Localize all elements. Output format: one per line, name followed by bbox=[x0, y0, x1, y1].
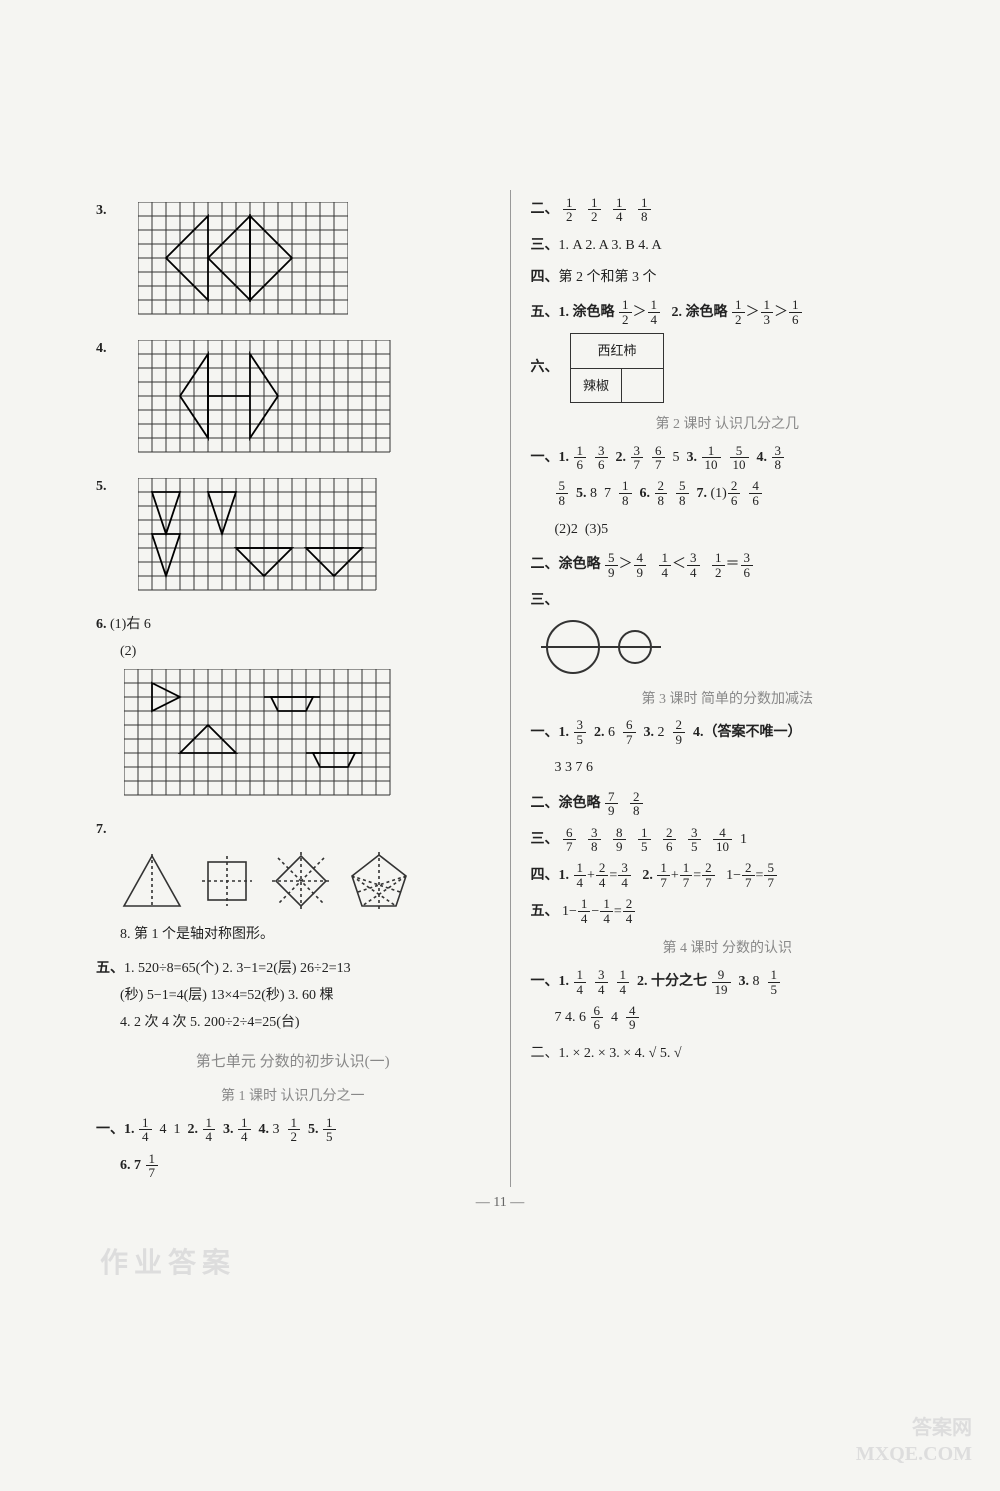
l3-two: 二、涂色略 79 28 bbox=[531, 789, 925, 820]
l2-three: 三、 bbox=[531, 586, 925, 677]
watermark-br: 答案网MXQE.COM bbox=[856, 1415, 972, 1467]
r-four: 四、第 2 个和第 3 个 bbox=[531, 263, 925, 292]
r-two: 二、 12 12 14 18 bbox=[531, 195, 925, 226]
column-divider bbox=[510, 190, 511, 1187]
l3-one: 一、1. 35 2. 6 67 3. 2 29 4.（答案不唯一） bbox=[531, 718, 925, 749]
lesson3-title: 第 3 课时 简单的分数加减法 bbox=[531, 688, 925, 708]
q4-label: 4. bbox=[96, 341, 107, 356]
l2-two: 二、涂色略 59＞49 14＜34 12＝36 bbox=[531, 550, 925, 581]
lesson1-title: 第 1 课时 认识几分之一 bbox=[96, 1085, 490, 1105]
q3-label: 3. bbox=[96, 203, 107, 218]
l2-one-b: 58 5. 8 7 18 6. 28 58 7. (1)26 46 bbox=[555, 479, 925, 510]
section-five: 五、1. 520÷8=65(个) 2. 3−1=2(层) 26÷2=13 (秒)… bbox=[96, 956, 490, 1036]
q3: 3. bbox=[96, 198, 490, 328]
circles-icon bbox=[531, 616, 681, 678]
grid-3 bbox=[138, 202, 348, 318]
unit7-title: 第七单元 分数的初步认识(一) bbox=[96, 1050, 490, 1071]
grid-5 bbox=[138, 478, 378, 594]
q8: 8. 第 1 个是轴对称图形。 bbox=[120, 922, 490, 949]
page-number: — 11 — bbox=[0, 1195, 1000, 1211]
l1-one: 一、1. 14 4 1 2. 14 3. 14 4. 3 12 5. 15 bbox=[96, 1115, 490, 1146]
r-three: 三、1. A 2. A 3. B 4. A bbox=[531, 231, 925, 260]
q7-label: 7. bbox=[96, 822, 107, 837]
l1-one-label: 一、 bbox=[96, 1122, 124, 1137]
symmetry-shapes bbox=[120, 850, 490, 912]
q5: 5. bbox=[96, 474, 490, 604]
l2-one-c: (2)2 (3)5 bbox=[555, 515, 925, 546]
l4-two: 二、1. × 2. × 3. × 4. √ 5. √ bbox=[531, 1039, 925, 1068]
watermark-bl: 作业答案 bbox=[100, 1241, 236, 1281]
left-column: 3. 4. 5. 6. (1)右 6 (2) bbox=[80, 190, 506, 1187]
triangle-icon bbox=[120, 852, 184, 910]
q4: 4. bbox=[96, 336, 490, 466]
q7: 7. bbox=[96, 817, 490, 912]
square-icon bbox=[198, 852, 256, 910]
tomato-cell: 西红柿 bbox=[571, 334, 664, 368]
five-1b: (秒) 5−1=4(层) 13×4=52(秒) 3. 60 棵 bbox=[120, 983, 490, 1010]
l2-one: 一、1. 16 36 2. 37 67 5 3. 110 510 4. 38 bbox=[531, 443, 925, 474]
q6-1: (1)右 6 bbox=[110, 617, 151, 632]
l1-six: 6. 7 17 bbox=[120, 1151, 490, 1182]
l4-one-2: 7 4. 6 66 4 49 bbox=[555, 1003, 925, 1034]
q5-label: 5. bbox=[96, 479, 107, 494]
page: 3. 4. 5. 6. (1)右 6 (2) bbox=[0, 0, 1000, 1247]
l3-five: 五、 1−14−14=24 bbox=[531, 897, 925, 928]
diamond-icon bbox=[270, 850, 332, 912]
right-column: 二、 12 12 14 18 三、1. A 2. A 3. B 4. A 四、第… bbox=[515, 190, 941, 1187]
q6-2-label: (2) bbox=[120, 639, 490, 666]
lesson4-title: 第 4 课时 分数的认识 bbox=[531, 937, 925, 957]
l4-one: 一、1. 14 34 14 2. 十分之七 919 3. 8 15 bbox=[531, 967, 925, 998]
five-4: 4. 2 次 4 次 5. 200÷2÷4=25(台) bbox=[120, 1010, 490, 1037]
pentagon-icon bbox=[346, 850, 412, 912]
pepper-cell: 辣椒 bbox=[571, 368, 622, 402]
five-1: 1. 520÷8=65(个) 2. 3−1=2(层) 26÷2=13 bbox=[124, 961, 351, 976]
r-six: 六、 西红柿 辣椒 bbox=[531, 333, 925, 403]
lesson2-title: 第 2 课时 认识几分之几 bbox=[531, 413, 925, 433]
q6: 6. (1)右 6 (2) bbox=[96, 612, 490, 809]
l3-three: 三、 67 38 89 15 26 35 410 1 bbox=[531, 825, 925, 856]
l3-one-2: 3 3 7 6 bbox=[555, 753, 925, 784]
grid-4 bbox=[138, 340, 392, 456]
veg-table: 西红柿 辣椒 bbox=[570, 333, 664, 403]
grid-6 bbox=[124, 669, 392, 799]
five-label: 五、 bbox=[96, 961, 124, 976]
l3-four: 四、1. 14+24=34 2. 17+17=27 1−27=57 bbox=[531, 861, 925, 892]
r-five: 五、1. 涂色略 12＞14 2. 涂色略 12＞13＞16 bbox=[531, 298, 925, 329]
q6-label: 6. bbox=[96, 617, 107, 632]
